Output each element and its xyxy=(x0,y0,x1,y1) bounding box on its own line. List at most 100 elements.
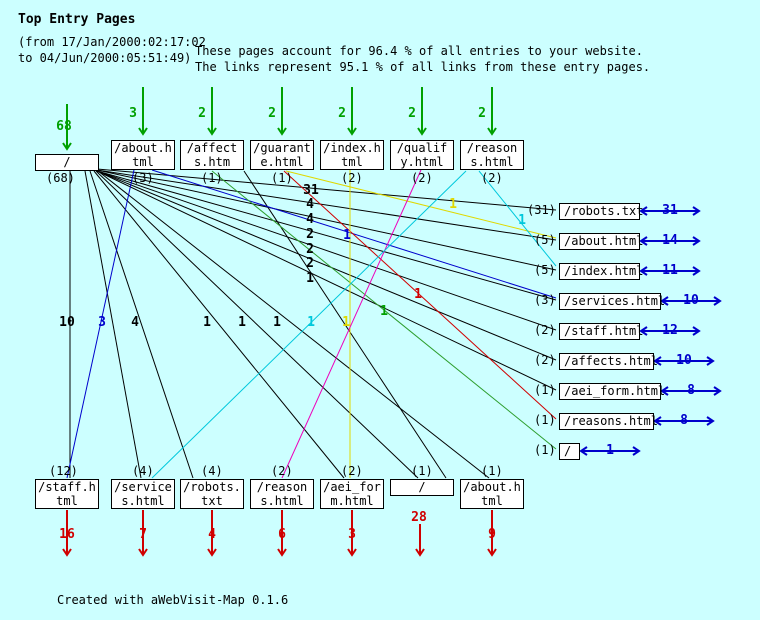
node-right-staff: /staff.html xyxy=(559,323,643,340)
links-note: The links represent 95.1 % of all links … xyxy=(195,60,651,74)
node-bottom-staff: /staff.html xyxy=(35,479,99,509)
credit-text: Created with aWebVisit-Map 0.1.6 xyxy=(57,593,289,607)
inlink-count: (5) xyxy=(534,233,556,247)
inlink-count: (5) xyxy=(534,263,556,277)
line-label: 2 xyxy=(306,256,314,271)
outlink-count: (1) xyxy=(201,171,223,185)
node-right-about: /about.html xyxy=(559,233,643,250)
outlink-count: (2) xyxy=(481,171,503,185)
entry-count: 68 xyxy=(56,119,72,134)
link-total: 11 xyxy=(662,263,678,278)
date-range-from: (from 17/Jan/2000:02:17:02 xyxy=(18,35,206,49)
node-top-reasons: /reasons.html xyxy=(460,140,524,170)
node-right-index: /index.html xyxy=(559,263,643,280)
line-label: 1 xyxy=(306,271,314,286)
line-label: 4 xyxy=(131,315,139,330)
inlink-count: (2) xyxy=(534,323,556,337)
line-label: 1 xyxy=(342,315,350,330)
link-total: 1 xyxy=(606,443,614,458)
node-top-index: /index.html xyxy=(320,140,384,170)
node-right-aei-form: /aei_form.html xyxy=(559,383,665,400)
node-bottom-about: /about.html xyxy=(460,479,524,509)
inlink-count: (1) xyxy=(481,464,503,478)
inlink-count: (2) xyxy=(271,464,293,478)
exit-count: 3 xyxy=(348,527,356,542)
link-total: 31 xyxy=(662,203,678,218)
inlink-count: (4) xyxy=(201,464,223,478)
inlink-count: (1) xyxy=(534,383,556,397)
node-right-root: / xyxy=(559,443,580,460)
exit-count: 28 xyxy=(411,510,427,525)
node-bottom-reasons: /reasons.html xyxy=(250,479,314,509)
line-label: 1 xyxy=(380,304,388,319)
node-bottom-aei-form: /aei_form.html xyxy=(320,479,384,509)
outlink-count: (68) xyxy=(46,171,75,185)
line-label: 3 xyxy=(98,315,106,330)
inlink-count: (12) xyxy=(49,464,78,478)
exit-count: 7 xyxy=(139,527,147,542)
link-total: 12 xyxy=(662,323,678,338)
inlink-count: (1) xyxy=(534,443,556,457)
links-colored xyxy=(66,169,557,479)
inlink-count: (2) xyxy=(341,464,363,478)
node-top-affects: /affects.htm xyxy=(180,140,244,170)
line-label: 1 xyxy=(238,315,246,330)
links-root-to-bottom xyxy=(69,170,490,479)
node-top-qualify: /qualify.html xyxy=(390,140,454,170)
links-root-to-right xyxy=(96,168,557,391)
entry-arrows xyxy=(62,87,497,151)
link-total: 10 xyxy=(683,293,699,308)
line-label: 1 xyxy=(414,287,422,302)
line-label: 2 xyxy=(306,227,314,242)
link-arrows xyxy=(579,206,722,456)
outlink-count: (2) xyxy=(411,171,433,185)
inlink-count: (31) xyxy=(527,203,556,217)
entry-count: 2 xyxy=(478,106,486,121)
node-right-affects: /affects.html xyxy=(559,353,658,370)
date-range-to: to 04/Jun/2000:05:51:49) xyxy=(18,51,192,65)
exit-count: 9 xyxy=(488,527,496,542)
inlink-count: (1) xyxy=(411,464,433,478)
inlink-count: (3) xyxy=(534,293,556,307)
line-label: 4 xyxy=(306,212,314,227)
node-right-reasons: /reasons.html xyxy=(559,413,658,430)
link-total: 8 xyxy=(680,413,688,428)
inlink-count: (2) xyxy=(534,353,556,367)
outlink-count: (1) xyxy=(271,171,293,185)
line-label: 1 xyxy=(203,315,211,330)
inlink-count: (4) xyxy=(132,464,154,478)
entry-count: 3 xyxy=(129,106,137,121)
entry-count: 2 xyxy=(338,106,346,121)
entry-count: 2 xyxy=(198,106,206,121)
entries-note: These pages account for 96.4 % of all en… xyxy=(195,44,643,58)
line-label: 10 xyxy=(59,315,75,330)
link-total: 14 xyxy=(662,233,678,248)
entry-count: 2 xyxy=(408,106,416,121)
link-total: 10 xyxy=(676,353,692,368)
exit-count: 6 xyxy=(278,527,286,542)
node-right-services: /services.html xyxy=(559,293,665,310)
exit-count: 4 xyxy=(208,527,216,542)
page-title: Top Entry Pages xyxy=(18,12,136,27)
node-bottom-services: /services.html xyxy=(111,479,175,509)
node-top-about: /about.html xyxy=(111,140,175,170)
node-bottom-root: / xyxy=(390,479,454,496)
line-label: 1 xyxy=(518,213,526,228)
line-label: 1 xyxy=(343,228,351,243)
node-top-root: / xyxy=(35,154,99,171)
node-bottom-robots: /robots.txt xyxy=(180,479,244,509)
node-top-guarante: /guarante.html xyxy=(250,140,314,170)
line-label: 1 xyxy=(273,315,281,330)
line-label: 1 xyxy=(449,197,457,212)
exit-count: 16 xyxy=(59,527,75,542)
inlink-count: (1) xyxy=(534,413,556,427)
line-label: 31 xyxy=(303,183,319,198)
line-label: 4 xyxy=(306,197,314,212)
line-label: 2 xyxy=(306,242,314,257)
node-right-robots: /robots.txt xyxy=(559,203,643,220)
outlink-count: (2) xyxy=(341,171,363,185)
link-total: 8 xyxy=(687,383,695,398)
exit-arrows xyxy=(62,510,497,557)
